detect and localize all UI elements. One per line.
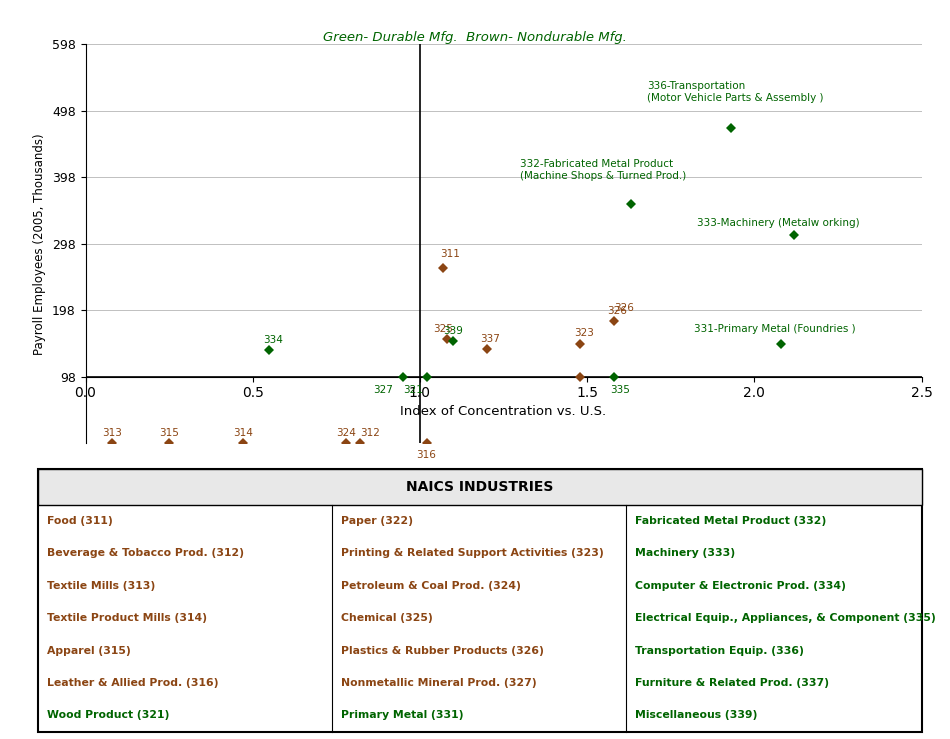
Text: Machinery (333): Machinery (333) [636, 548, 735, 558]
Text: 326: 326 [607, 306, 627, 316]
Text: 314: 314 [233, 428, 253, 437]
Text: 331-Primary Metal (Foundries ): 331-Primary Metal (Foundries ) [694, 324, 856, 334]
Text: 337: 337 [480, 333, 500, 344]
Text: Green- Durable Mfg.  Brown- Nondurable Mfg.: Green- Durable Mfg. Brown- Nondurable Mf… [323, 31, 627, 44]
Text: 316: 316 [417, 450, 437, 460]
Text: Beverage & Tobacco Prod. (312): Beverage & Tobacco Prod. (312) [47, 548, 244, 558]
Text: Food (311): Food (311) [47, 516, 113, 526]
Text: Printing & Related Support Activities (323): Printing & Related Support Activities (3… [341, 548, 604, 558]
Text: Chemical (325): Chemical (325) [341, 613, 433, 623]
Text: Textile Product Mills (314): Textile Product Mills (314) [47, 613, 207, 623]
Text: Paper (322): Paper (322) [341, 516, 413, 526]
Text: 324: 324 [336, 428, 356, 437]
Text: Plastics & Rubber Products (326): Plastics & Rubber Products (326) [341, 646, 544, 655]
Text: Leather & Allied Prod. (316): Leather & Allied Prod. (316) [47, 678, 218, 688]
X-axis label: Index of Concentration vs. U.S.: Index of Concentration vs. U.S. [401, 406, 606, 418]
Text: NAICS INDUSTRIES: NAICS INDUSTRIES [406, 480, 554, 494]
Text: Electrical Equip., Appliances, & Component (335): Electrical Equip., Appliances, & Compone… [636, 613, 936, 623]
Text: 315: 315 [160, 428, 179, 437]
Text: Petroleum & Coal Prod. (324): Petroleum & Coal Prod. (324) [341, 581, 521, 590]
Text: Nonmetallic Mineral Prod. (327): Nonmetallic Mineral Prod. (327) [341, 678, 537, 688]
Text: 327: 327 [373, 385, 393, 395]
Text: 312: 312 [360, 428, 380, 437]
Text: 326: 326 [614, 303, 634, 313]
Y-axis label: Payroll Employees (2005, Thousands): Payroll Employees (2005, Thousands) [33, 133, 47, 355]
Text: 339: 339 [444, 326, 464, 336]
Text: Miscellaneous (339): Miscellaneous (339) [636, 710, 757, 721]
Text: Wood Product (321): Wood Product (321) [47, 710, 169, 721]
Text: 335: 335 [611, 385, 631, 395]
Text: 332-Fabricated Metal Product
(Machine Shops & Turned Prod.): 332-Fabricated Metal Product (Machine Sh… [521, 159, 687, 180]
Text: 325: 325 [433, 324, 453, 333]
Text: Apparel (315): Apparel (315) [47, 646, 130, 655]
Text: Primary Metal (331): Primary Metal (331) [341, 710, 464, 721]
Text: Textile Mills (313): Textile Mills (313) [47, 581, 155, 590]
Text: 334: 334 [263, 335, 283, 345]
Text: Furniture & Related Prod. (337): Furniture & Related Prod. (337) [636, 678, 829, 688]
Text: Fabricated Metal Product (332): Fabricated Metal Product (332) [636, 516, 826, 526]
Text: Computer & Electronic Prod. (334): Computer & Electronic Prod. (334) [636, 581, 846, 590]
Text: 323: 323 [574, 328, 594, 338]
Text: 321: 321 [403, 385, 423, 395]
Text: 313: 313 [103, 428, 123, 437]
Text: 336-Transportation
(Motor Vehicle Parts & Assembly ): 336-Transportation (Motor Vehicle Parts … [647, 81, 824, 103]
Bar [38, 469, 921, 505]
Text: 311: 311 [440, 248, 460, 259]
Text: Transportation Equip. (336): Transportation Equip. (336) [636, 646, 804, 655]
Text: 333-Machinery (Metalw orking): 333-Machinery (Metalw orking) [697, 218, 860, 228]
